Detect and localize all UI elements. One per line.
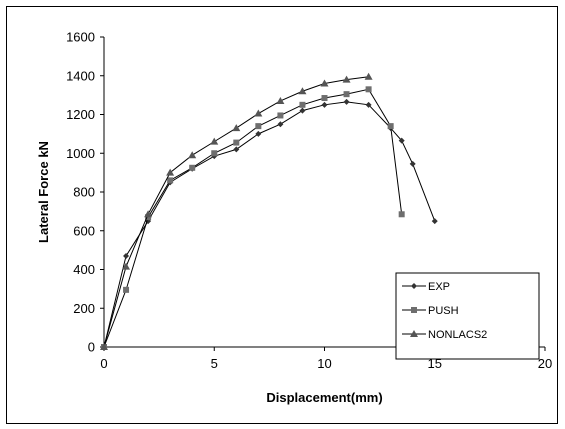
data-point-square: [277, 112, 284, 119]
data-point-diamond: [411, 283, 417, 289]
legend-item: EXP: [402, 281, 450, 293]
x-tick-label: 20: [538, 356, 552, 371]
data-point-square: [411, 307, 417, 313]
y-tick-label: 600: [73, 223, 95, 238]
data-point-diamond: [123, 252, 130, 259]
data-point-diamond: [365, 101, 372, 108]
legend-box: [395, 272, 540, 360]
series-exp: [101, 98, 438, 350]
data-point-square: [123, 286, 130, 293]
legend-label: EXP: [428, 281, 450, 293]
data-point-triangle: [410, 330, 418, 337]
data-point-triangle: [364, 72, 373, 80]
data-point-triangle: [320, 79, 329, 87]
data-point-square: [233, 139, 240, 146]
data-point-diamond: [321, 101, 328, 108]
y-tick-label: 0: [88, 340, 95, 355]
series-line: [103, 101, 436, 348]
x-tick-label: 5: [211, 356, 218, 371]
y-tick-label: 200: [73, 301, 95, 316]
data-point-square: [387, 123, 394, 130]
x-tick-label: 15: [428, 356, 442, 371]
data-point-triangle: [210, 137, 219, 145]
data-point-triangle: [100, 343, 108, 350]
data-point-square: [255, 123, 262, 130]
data-point-triangle: [122, 262, 131, 270]
legend-item: PUSH: [402, 305, 459, 317]
data-point-diamond: [277, 121, 284, 128]
data-point-triangle: [276, 96, 285, 104]
data-point-square: [189, 164, 196, 171]
data-point-triangle: [254, 109, 263, 117]
data-point-diamond: [431, 218, 438, 225]
data-point-square: [398, 211, 405, 218]
series-layer: [100, 72, 438, 350]
data-point-diamond: [299, 107, 306, 114]
data-point-square: [365, 86, 372, 93]
data-point-triangle: [342, 75, 351, 83]
y-axis-title: Lateral Force kN: [36, 141, 51, 243]
data-point-triangle: [188, 151, 197, 159]
series-nonlacs2: [100, 72, 373, 350]
data-point-diamond: [233, 146, 240, 153]
data-point-square: [299, 101, 306, 108]
data-point-diamond: [343, 98, 350, 105]
series-line: [103, 76, 369, 348]
legend-label: PUSH: [428, 305, 459, 317]
y-tick-label: 800: [73, 185, 95, 200]
legend-item: NONLACS2: [402, 329, 487, 341]
y-tick-label: 1000: [66, 146, 95, 161]
data-point-square: [167, 177, 174, 184]
data-point-diamond: [409, 160, 416, 167]
data-point-diamond: [255, 130, 262, 137]
data-point-triangle: [298, 87, 307, 95]
data-point-triangle: [144, 210, 153, 218]
axes: 0 200 400 600 800 1000 1200 1400 1600 0 5 10 15 20: [66, 30, 552, 372]
y-tick-label: 1600: [66, 30, 95, 45]
data-point-diamond: [398, 137, 405, 144]
x-tick-label: 0: [100, 356, 107, 371]
x-tick-label: 10: [317, 356, 331, 371]
legend: EXP PUSH NONLACS2: [395, 272, 540, 360]
data-point-triangle: [232, 124, 241, 132]
series-push: [101, 86, 405, 350]
y-tick-label: 400: [73, 262, 95, 277]
data-point-square: [343, 91, 350, 98]
data-point-square: [321, 95, 328, 102]
x-axis-title: Displacement(mm): [266, 390, 382, 405]
legend-label: NONLACS2: [428, 329, 487, 341]
y-tick-label: 1200: [66, 107, 95, 122]
data-point-square: [211, 150, 218, 157]
y-tick-label: 1400: [66, 68, 95, 83]
data-point-triangle: [166, 168, 175, 176]
